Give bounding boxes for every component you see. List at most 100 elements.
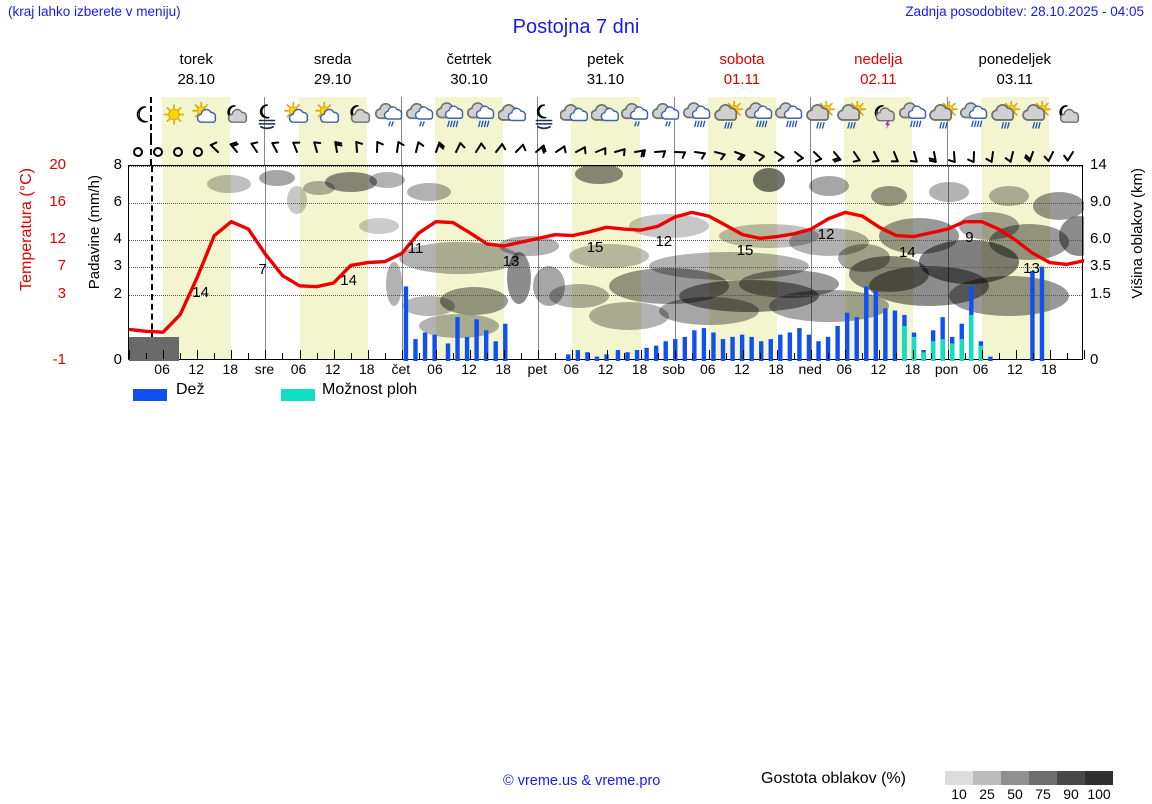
cloud-density-step [1029, 771, 1057, 785]
cloud-density-step [1001, 771, 1029, 785]
showers-legend-label: Možnost ploh [322, 381, 417, 399]
x-axis-tick [760, 353, 761, 359]
wind-barb [744, 140, 766, 164]
time-label: 18 [359, 361, 375, 377]
x-axis-tick [129, 350, 130, 359]
x-axis-tick [385, 353, 386, 359]
temperature-tick: -1 [40, 351, 66, 368]
time-label: 12 [325, 361, 341, 377]
moon-cloud-icon [221, 101, 251, 131]
x-axis-tick [692, 353, 693, 359]
cloud-drizzle-icon [652, 101, 682, 131]
time-label: 06 [836, 361, 852, 377]
wind-barb-row [128, 139, 1083, 165]
x-axis-tick [248, 353, 249, 359]
wind-barb [1022, 140, 1044, 164]
x-axis-tick [965, 353, 966, 359]
time-label: 18 [495, 361, 511, 377]
cloud-density-step [945, 771, 973, 785]
wind-barb [525, 140, 547, 164]
day-name: petek [537, 50, 673, 70]
wind-barb [684, 140, 706, 164]
wind-barb [246, 140, 268, 164]
cloud-rain-icon [683, 101, 713, 131]
moon-cloud-icon [344, 101, 374, 131]
time-label: 06 [154, 361, 170, 377]
cloud-icon [591, 101, 621, 131]
x-axis-tick [1033, 353, 1034, 359]
moon-wind-icon [529, 101, 559, 131]
x-axis-tick [351, 353, 352, 359]
wind-barb [923, 140, 945, 164]
temperature-label: 12 [655, 233, 672, 250]
cloud-height-tick: 9.0 [1090, 193, 1124, 210]
cloud-density-step [973, 771, 1001, 785]
cloud-density-colorbar [945, 771, 1113, 785]
x-axis-tick [453, 353, 454, 359]
day-date: 28.10 [128, 70, 264, 90]
x-axis-tick [675, 350, 676, 359]
cloud-density-tick: 100 [1087, 786, 1110, 802]
x-axis-tick [607, 350, 608, 359]
low-cloud-block [129, 337, 179, 361]
sun-rain-icon [929, 101, 959, 131]
time-label: 12 [1007, 361, 1023, 377]
time-label: 12 [188, 361, 204, 377]
meteogram-plot: 41471411131512151214913 [128, 165, 1083, 360]
sun-rain-icon [714, 101, 744, 131]
wind-barb [843, 140, 865, 164]
wind-barb [1002, 140, 1024, 164]
day-name: četrtek [401, 50, 537, 70]
current-time-line [150, 139, 152, 165]
wind-barb [585, 140, 607, 164]
wind-barb [127, 140, 149, 164]
temperature-tick: 7 [40, 257, 66, 274]
x-axis-tick [641, 350, 642, 359]
wind-barb [306, 140, 328, 164]
day-date: 01.11 [674, 70, 810, 90]
day-name: sreda [264, 50, 400, 70]
x-axis-tick [777, 350, 778, 359]
x-axis-tick [948, 350, 949, 359]
day-date: 31.10 [537, 70, 673, 90]
time-label: sre [255, 361, 274, 377]
cloud-rain-icon [960, 101, 990, 131]
precipitation-tick: 8 [106, 156, 122, 173]
x-axis-tick [726, 353, 727, 359]
time-label: čet [392, 361, 411, 377]
copyright-text[interactable]: © vreme.us & vreme.pro [503, 773, 660, 789]
showers-legend-swatch [281, 389, 315, 401]
time-label: 06 [973, 361, 989, 377]
temperature-label: 13 [503, 253, 520, 270]
cloud-icon [560, 101, 590, 131]
cloud-rain-icon [775, 101, 805, 131]
precipitation-axis-title: Padavine (mm/h) [86, 175, 103, 289]
wind-barb [704, 140, 726, 164]
x-axis-tick [470, 350, 471, 359]
wind-barb [903, 140, 925, 164]
time-label: 06 [564, 361, 580, 377]
wind-barb [505, 140, 527, 164]
x-axis-tick [589, 353, 590, 359]
temperature-label: 15 [587, 239, 604, 256]
time-label: 12 [598, 361, 614, 377]
temperature-curve [129, 166, 1084, 361]
wind-barb [386, 140, 408, 164]
temperature-label: 9 [965, 229, 973, 246]
x-axis-tick [402, 350, 403, 359]
temperature-tick: 3 [40, 285, 66, 302]
x-axis-tick [197, 350, 198, 359]
temperature-label: 13 [1023, 260, 1040, 277]
time-label: sob [662, 361, 685, 377]
cloud-drizzle-icon [406, 101, 436, 131]
temperature-label: 11 [408, 240, 424, 257]
x-axis-tick [1067, 353, 1068, 359]
time-label: 12 [734, 361, 750, 377]
time-label: 06 [291, 361, 307, 377]
x-axis-tick [845, 350, 846, 359]
cloud-drizzle-icon [375, 101, 405, 131]
x-axis-tick [999, 353, 1000, 359]
wind-barb [266, 140, 288, 164]
